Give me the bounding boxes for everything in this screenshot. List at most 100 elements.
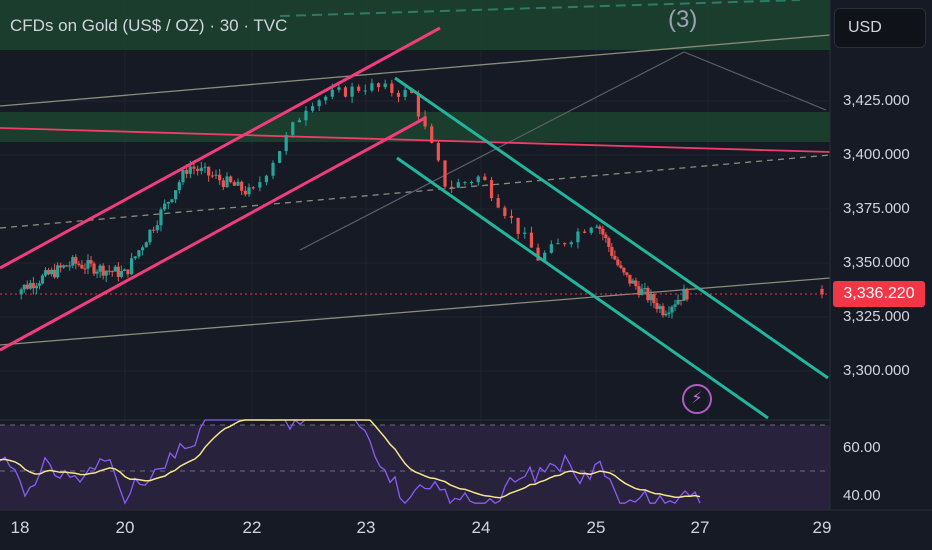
candle-body — [37, 283, 42, 286]
candle-body — [503, 207, 507, 216]
candle-body — [619, 265, 623, 268]
candle-body — [236, 181, 240, 186]
candle-body — [463, 182, 467, 184]
candle-body — [456, 182, 460, 188]
candle-body — [549, 244, 553, 253]
candle-body — [330, 89, 334, 97]
candle-body — [643, 287, 647, 289]
candle-body — [22, 284, 26, 290]
candle-body — [667, 312, 671, 314]
candle-body — [31, 283, 35, 289]
candle-body — [582, 231, 587, 233]
candle-body — [74, 257, 78, 264]
candle-body — [83, 268, 87, 270]
candle-body — [496, 198, 500, 208]
candle-body — [604, 234, 608, 239]
candle-body — [68, 265, 72, 267]
falling-channel — [394, 76, 829, 420]
candle-body — [423, 116, 427, 127]
candle-body — [56, 265, 60, 278]
projection-lines — [0, 34, 831, 346]
top-zone-dashed-line — [279, 0, 801, 17]
candle-body — [49, 269, 54, 275]
candle-body — [563, 243, 567, 245]
candle-body — [685, 288, 689, 300]
candle-body — [104, 270, 108, 276]
time-axis[interactable] — [0, 510, 932, 550]
candle-body — [271, 162, 275, 176]
candle-body — [65, 265, 69, 267]
candle-body — [19, 289, 23, 295]
candle-body — [610, 246, 614, 256]
candle-body — [247, 187, 251, 195]
candle-body — [304, 110, 308, 121]
candle-body — [192, 166, 196, 169]
candle-body — [297, 120, 301, 123]
candle-body — [174, 190, 178, 200]
grid — [0, 0, 830, 510]
candle-body — [116, 266, 120, 277]
candle-body — [129, 258, 134, 275]
candle-body — [324, 96, 328, 101]
currency-button[interactable]: USD — [834, 8, 926, 48]
candle-body — [625, 272, 629, 275]
candle-body — [637, 286, 641, 295]
candle-body — [291, 122, 295, 136]
candle-body — [661, 306, 665, 316]
time-tick: 18 — [10, 518, 30, 537]
candle-body — [649, 294, 653, 301]
candle-body — [569, 242, 573, 245]
candle-body — [607, 238, 611, 247]
price-axis[interactable] — [830, 0, 932, 510]
rsi-tick: 60.00 — [843, 439, 881, 456]
price-tick: 3,300.000 — [843, 362, 910, 379]
symbol-title[interactable]: CFDs on Gold (US$ / OZ) · 30 · TVC — [10, 16, 288, 35]
time-tick: 25 — [586, 518, 606, 537]
candle-body — [631, 280, 635, 284]
candle-body — [376, 83, 381, 88]
candle-body — [148, 229, 152, 243]
candle-body — [523, 232, 527, 234]
candle-body — [113, 266, 117, 272]
candle-body — [177, 182, 181, 191]
candle-body — [101, 265, 105, 276]
candle-body — [62, 265, 66, 268]
candle-body — [489, 180, 494, 199]
candle-body — [613, 255, 617, 260]
candle-body — [383, 83, 387, 88]
candle-body — [820, 292, 824, 295]
candle-body — [536, 247, 540, 261]
candle-body — [598, 226, 602, 229]
candle-body — [628, 274, 632, 284]
candle-body — [664, 313, 668, 316]
rsi-ma-line — [0, 419, 701, 499]
candle-body — [516, 217, 520, 234]
candle-body — [443, 160, 447, 187]
price-tick: 3,350.000 — [843, 254, 910, 271]
candle-body — [110, 271, 114, 273]
candle-body — [476, 176, 480, 183]
candle-body — [229, 176, 233, 183]
candle-body — [34, 285, 38, 289]
candle-body — [166, 201, 170, 204]
candle-body — [679, 299, 683, 301]
candle-body — [416, 93, 421, 117]
candle-body — [196, 168, 200, 171]
candle-body — [670, 306, 674, 313]
candle-body — [310, 106, 315, 111]
candle-body — [207, 166, 211, 176]
candle-body — [185, 169, 189, 174]
candle-body — [144, 242, 148, 248]
time-tick: 23 — [356, 518, 376, 537]
candles — [19, 78, 824, 319]
last-price-label: 3,336.220 — [833, 281, 925, 307]
price-tick: 3,400.000 — [843, 146, 910, 163]
candle-body — [107, 270, 111, 272]
candle-body — [616, 259, 620, 266]
candle-body — [601, 228, 605, 235]
candle-body — [95, 271, 99, 274]
candle-body — [543, 252, 547, 261]
candle-body — [137, 250, 141, 257]
lightning-icon[interactable]: ⚡ — [682, 384, 712, 414]
